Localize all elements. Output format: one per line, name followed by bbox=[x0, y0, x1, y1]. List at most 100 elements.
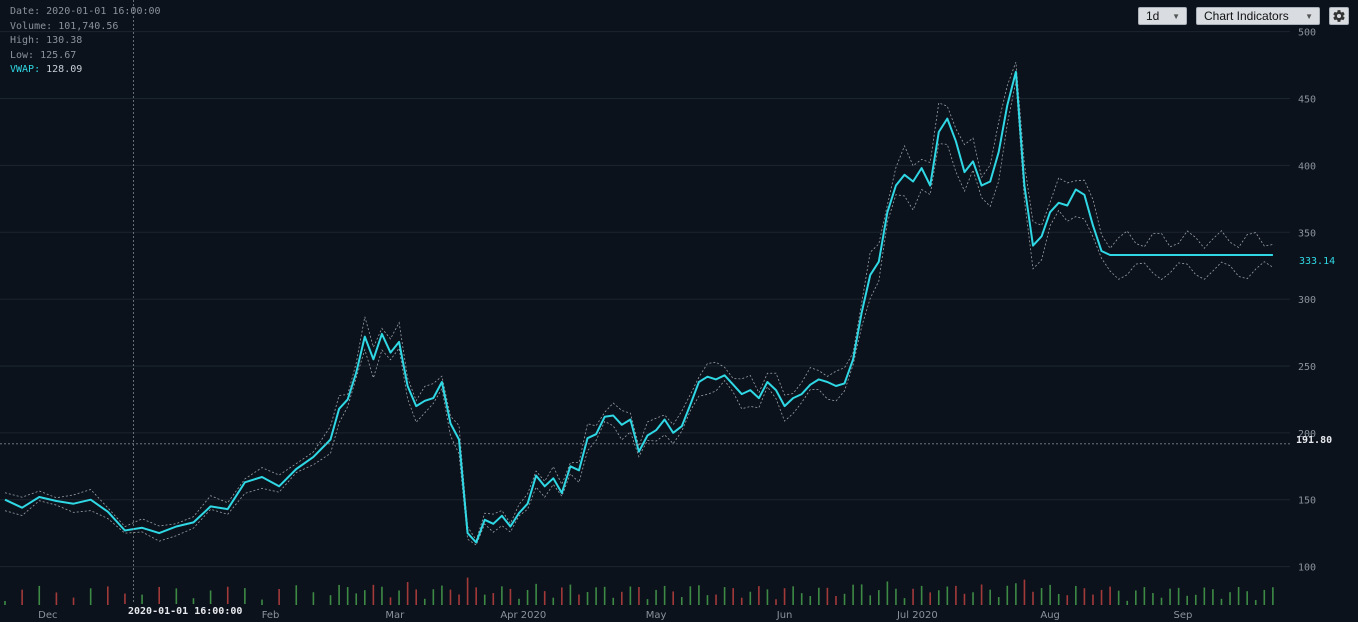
volume-bar bbox=[680, 597, 683, 605]
volume-bar bbox=[278, 588, 280, 605]
volume-bar bbox=[929, 592, 931, 605]
volume-bar bbox=[1169, 588, 1171, 605]
volume-bar bbox=[869, 595, 872, 605]
volume-bar bbox=[1272, 587, 1274, 605]
volume-bar bbox=[4, 601, 6, 605]
high-label: High: bbox=[10, 35, 41, 46]
volume-bar bbox=[492, 593, 495, 605]
volume-bar bbox=[89, 588, 92, 605]
volume-bar bbox=[621, 591, 623, 605]
volume-bar bbox=[1177, 587, 1180, 605]
volume-bar bbox=[398, 590, 400, 605]
volume-bar bbox=[107, 586, 109, 605]
x-axis: Dec Feb Mar Apr 2020 May Jun Jul 2020 Aug Sep bbox=[38, 610, 1192, 621]
volume-bar bbox=[483, 594, 486, 605]
volume-bar bbox=[758, 586, 760, 605]
volume-bar bbox=[561, 587, 563, 605]
volume-bar bbox=[441, 585, 443, 605]
volume-bar bbox=[1186, 595, 1188, 605]
grid-lines bbox=[0, 31, 1290, 568]
vwap-value: 128.09 bbox=[46, 64, 83, 75]
volume-bar bbox=[818, 587, 820, 605]
x-tick-label: Dec bbox=[38, 610, 57, 621]
volume-bar bbox=[55, 592, 58, 605]
volume-bar bbox=[1160, 597, 1163, 605]
volume-bar bbox=[355, 593, 358, 605]
x-tick-label: May bbox=[646, 610, 667, 621]
y-tick-label: 150 bbox=[1298, 496, 1316, 507]
volume-bar bbox=[1049, 584, 1051, 605]
crosshair-price-label: 191.80 bbox=[1296, 435, 1333, 446]
y-tick-label: 400 bbox=[1298, 161, 1316, 172]
volume-bar bbox=[1092, 594, 1094, 605]
chart-indicators-label: Chart Indicators bbox=[1204, 9, 1289, 23]
volume-bar bbox=[1006, 585, 1009, 605]
high-value: 130.38 bbox=[46, 35, 83, 46]
volume-bar bbox=[1246, 591, 1248, 605]
vwap-series-line bbox=[4, 70, 1273, 544]
interval-value: 1d bbox=[1146, 9, 1160, 23]
volume-bar bbox=[406, 582, 409, 605]
volume-bar bbox=[1237, 587, 1240, 605]
x-tick-label: Mar bbox=[385, 610, 405, 621]
volume-bar bbox=[800, 593, 803, 605]
volume-bar bbox=[1135, 590, 1137, 605]
triangle-down-icon: ▼ bbox=[1305, 11, 1313, 21]
y-tick-label: 300 bbox=[1298, 295, 1316, 306]
volume-bar bbox=[792, 586, 794, 605]
gear-icon bbox=[1333, 10, 1345, 22]
volume-bar bbox=[124, 593, 126, 605]
volume-bar bbox=[364, 590, 366, 605]
volume-bar bbox=[835, 596, 837, 605]
volume-bar bbox=[980, 584, 983, 605]
volume-bar bbox=[1229, 592, 1231, 605]
crosshair bbox=[0, 0, 1290, 604]
volume-bar bbox=[1203, 587, 1206, 605]
volume-bar bbox=[595, 587, 597, 605]
volume-bar bbox=[449, 589, 452, 605]
interval-select[interactable]: 1d ▼ bbox=[1138, 7, 1187, 25]
x-tick-label: Sep bbox=[1173, 610, 1192, 621]
volume-bar bbox=[209, 590, 212, 605]
volume-bar bbox=[466, 577, 469, 605]
volume-bar bbox=[766, 589, 769, 605]
volume-bar bbox=[475, 587, 477, 605]
x-tick-label: Feb bbox=[262, 610, 280, 621]
vwap-label: VWAP: bbox=[10, 64, 41, 75]
volume-bar bbox=[1212, 589, 1214, 605]
vwap-bands bbox=[4, 61, 1274, 546]
volume-bar bbox=[175, 588, 178, 605]
volume-bar bbox=[740, 597, 743, 605]
volume-bar bbox=[629, 586, 632, 605]
volume-label: Volume: bbox=[10, 20, 53, 32]
volume-bar bbox=[552, 597, 555, 605]
volume-bar bbox=[578, 594, 580, 605]
x-tick-label: Aug bbox=[1040, 610, 1060, 621]
volume-bar bbox=[1066, 595, 1069, 605]
x-tick-label: Jun bbox=[776, 610, 793, 621]
volume-bar bbox=[946, 586, 949, 605]
volume-bar bbox=[226, 586, 229, 605]
volume-bar bbox=[1254, 600, 1257, 605]
volume-bar bbox=[346, 587, 349, 605]
crosshair-date-label: 2020-01-01 16:00:00 bbox=[124, 604, 247, 619]
lower-band bbox=[4, 81, 1274, 546]
chart-indicators-select[interactable]: Chart Indicators ▼ bbox=[1196, 7, 1320, 25]
last-price-label: 333.14 bbox=[1299, 256, 1336, 267]
volume-bar bbox=[158, 586, 160, 605]
volume-bar bbox=[775, 599, 777, 605]
volume-bar bbox=[783, 588, 786, 605]
volume-bar bbox=[826, 587, 829, 605]
volume-value: 101,740.56 bbox=[58, 20, 119, 32]
volume-bar bbox=[543, 591, 546, 605]
high-row: High: 130.38 bbox=[10, 34, 161, 49]
volume-bar bbox=[655, 589, 657, 605]
settings-button[interactable] bbox=[1329, 7, 1349, 25]
volume-bar bbox=[329, 595, 332, 605]
volume-bar bbox=[1040, 588, 1043, 605]
volume-bar bbox=[1057, 594, 1060, 605]
volume-bar bbox=[663, 585, 666, 605]
volume-bar bbox=[955, 585, 957, 605]
